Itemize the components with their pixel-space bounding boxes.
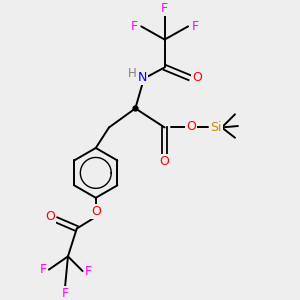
- Text: F: F: [61, 287, 69, 300]
- Text: O: O: [45, 210, 55, 223]
- Text: F: F: [192, 20, 199, 33]
- Text: O: O: [91, 206, 101, 218]
- Text: F: F: [40, 263, 46, 276]
- Text: H: H: [128, 67, 137, 80]
- Text: F: F: [85, 265, 92, 278]
- Text: O: O: [160, 155, 170, 168]
- Text: F: F: [130, 20, 137, 33]
- Text: N: N: [138, 71, 147, 84]
- Text: Si: Si: [210, 121, 222, 134]
- Text: O: O: [186, 119, 196, 133]
- Text: O: O: [192, 71, 202, 84]
- Text: F: F: [161, 2, 168, 15]
